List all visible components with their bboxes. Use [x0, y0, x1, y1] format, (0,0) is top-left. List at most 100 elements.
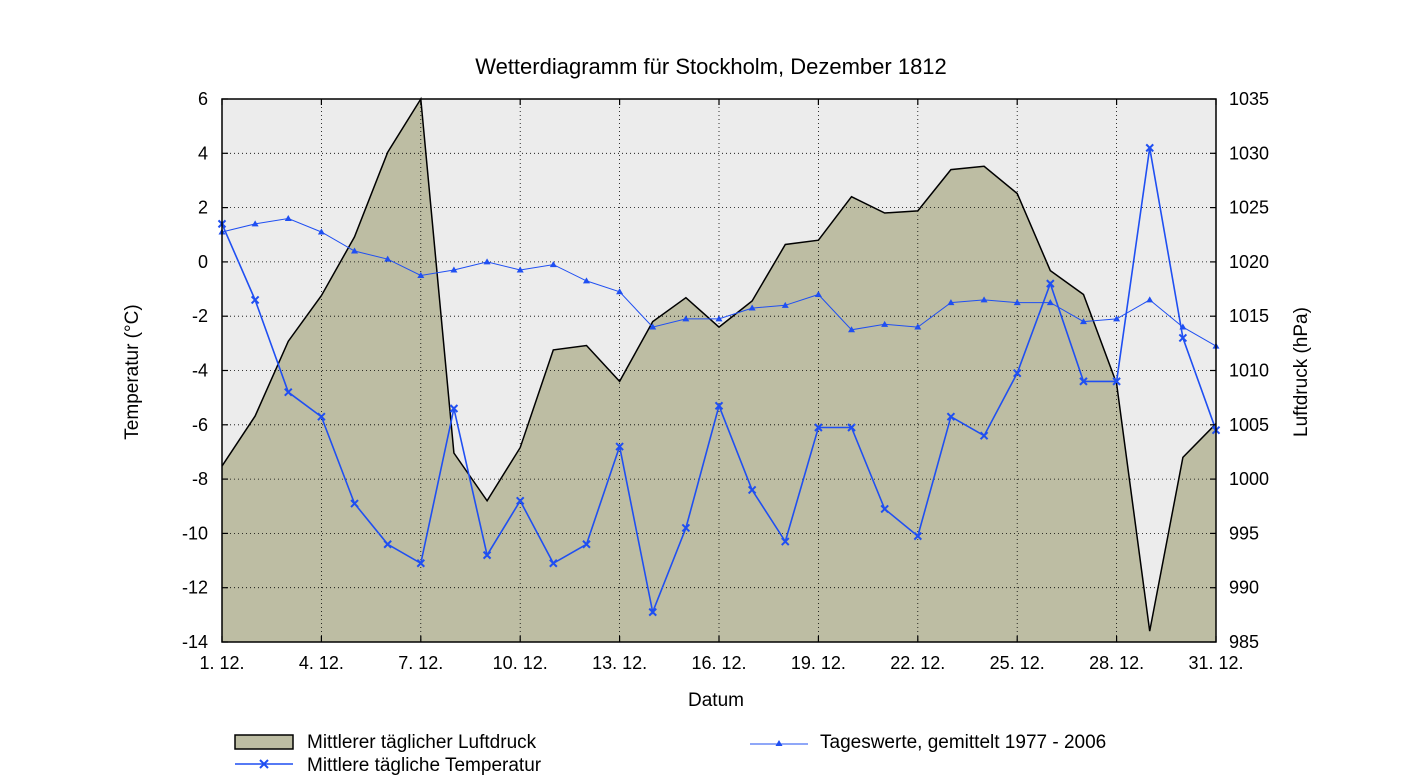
temperature-point	[615, 442, 624, 451]
average-point	[715, 315, 723, 322]
legend-label-average: Tageswerte, gemittelt 1977 - 2006	[820, 732, 1106, 753]
temperature-point	[1046, 279, 1055, 288]
x-tick-label: 4. 12.	[299, 653, 344, 673]
average-point	[748, 304, 756, 311]
average-point	[549, 261, 557, 268]
average-point	[682, 315, 690, 322]
temperature-point	[946, 412, 956, 421]
legend-swatch-pressure	[234, 734, 294, 750]
average-point	[814, 290, 822, 297]
x-axis-label: Datum	[688, 690, 744, 711]
legend-label-pressure: Mittlerer täglicher Luftdruck	[307, 732, 537, 753]
average-point	[980, 296, 988, 303]
y-right-tick-label: 1020	[1229, 252, 1269, 272]
average-point	[417, 271, 425, 278]
y-right-tick-label: 1015	[1229, 306, 1269, 326]
legend-marker-temperature	[259, 759, 269, 769]
x-tick-label: 1. 12.	[199, 653, 244, 673]
x-tick-label: 10. 12.	[493, 653, 548, 673]
average-point	[284, 214, 292, 221]
temperature-point	[1112, 377, 1121, 386]
y-left-tick-label: -10	[182, 523, 208, 543]
average-point	[251, 220, 259, 227]
temperature-point	[582, 540, 591, 549]
temperature-point	[847, 423, 856, 432]
temperature-point	[880, 504, 889, 514]
temperature-point	[681, 523, 691, 533]
temperature-point	[350, 499, 359, 508]
temperature-point	[913, 531, 923, 541]
temperature-point	[1178, 333, 1188, 343]
temperature-point	[1012, 369, 1022, 378]
x-tick-label: 22. 12.	[890, 653, 945, 673]
average-point	[649, 323, 657, 330]
y-right-tick-label: 1035	[1229, 89, 1269, 109]
y-left-tick-label: -6	[192, 415, 208, 435]
average-point	[351, 247, 359, 254]
average-point	[1013, 299, 1021, 306]
x-tick-label: 13. 12.	[592, 653, 647, 673]
temperature-point	[1079, 377, 1088, 386]
temperature-point	[814, 423, 823, 432]
average-point	[616, 288, 624, 295]
average-point	[1113, 315, 1121, 322]
average-point	[450, 266, 458, 273]
x-tick-label: 31. 12.	[1188, 653, 1243, 673]
average-point	[1079, 318, 1087, 325]
temperature-point	[648, 607, 657, 617]
x-tick-label: 25. 12.	[990, 653, 1045, 673]
y-right-tick-label: 995	[1229, 523, 1259, 543]
x-tick-label: 19. 12.	[791, 653, 846, 673]
average-point	[516, 266, 524, 273]
temperature-point	[549, 559, 558, 568]
average-point	[1146, 296, 1154, 303]
average-point	[881, 320, 889, 327]
x-tick-label: 28. 12.	[1089, 653, 1144, 673]
y-left-tick-label: 2	[198, 198, 208, 218]
chart-title: Wetterdiagramm für Stockholm, Dezember 1…	[475, 54, 947, 79]
temperature-point	[515, 496, 525, 506]
y-left-tick-label: -8	[192, 469, 208, 489]
average-point	[947, 299, 955, 306]
temperature-point	[1145, 143, 1154, 153]
y-right-tick-label: 1025	[1229, 198, 1269, 218]
temperature-point	[781, 537, 790, 546]
grid-layer	[222, 99, 1216, 642]
y-left-tick-label: -4	[192, 361, 208, 381]
temperature-point	[416, 559, 426, 568]
y-right-tick-label: 990	[1229, 578, 1259, 598]
y-right-tick-label: 1005	[1229, 415, 1269, 435]
average-point	[317, 228, 325, 235]
y-left-tick-label: 6	[198, 89, 208, 109]
temperature-point	[747, 485, 757, 495]
y-axis-left-label: Temperatur (°C)	[122, 304, 143, 439]
y-left-tick-label: -14	[182, 632, 208, 652]
y-right-tick-label: 1010	[1229, 361, 1269, 381]
line-layer	[217, 143, 1221, 617]
temperature-point	[284, 388, 293, 397]
axis-layer: 6 4 2 0 -2 -4 -6 -8 -10 -12 -14 1035 1030 1025 1020 101…	[182, 89, 1269, 673]
legend: Mittlerer täglicher Luftdruck Mittlere t…	[234, 732, 1106, 776]
y-right-tick-label: 985	[1229, 632, 1259, 652]
temperature-point	[979, 431, 989, 440]
legend-marker-average	[775, 740, 783, 746]
y-left-tick-label: 4	[198, 143, 208, 163]
temperature-point	[482, 550, 492, 560]
average-point	[781, 301, 789, 308]
temperature-point	[317, 412, 326, 421]
average-point	[384, 255, 392, 262]
temperature-point	[250, 295, 260, 305]
y-axis-right-label: Luftdruck (hPa)	[1291, 307, 1312, 437]
x-tick-label: 7. 12.	[398, 653, 443, 673]
average-point	[1046, 299, 1054, 306]
average-point	[848, 326, 856, 333]
y-left-tick-label: 0	[198, 252, 208, 272]
y-right-tick-label: 1000	[1229, 469, 1269, 489]
x-tick-label: 16. 12.	[691, 653, 746, 673]
y-right-tick-label: 1030	[1229, 143, 1269, 163]
y-left-tick-label: -12	[182, 578, 208, 598]
temperature-point	[714, 401, 724, 411]
average-point	[483, 258, 491, 265]
average-point	[914, 323, 922, 330]
